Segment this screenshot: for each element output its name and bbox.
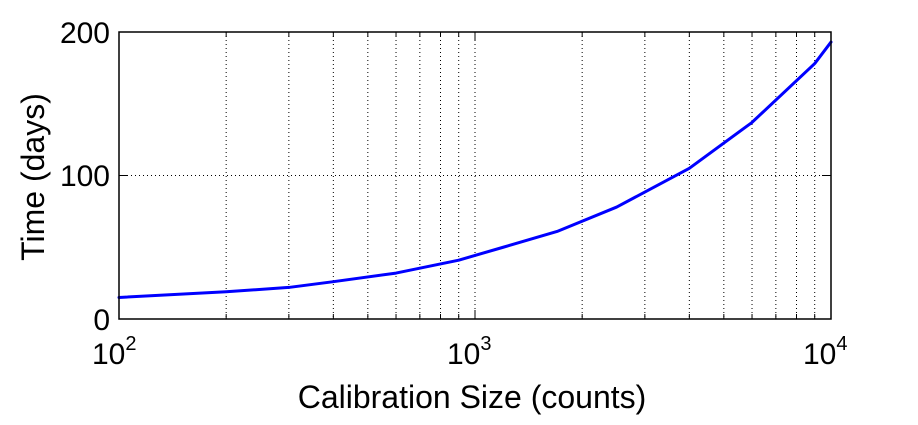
y-tick-label-0: 0 [93, 304, 110, 337]
series-line-0 [117, 40, 833, 299]
y-tick-labels: 0 100 200 [60, 17, 110, 337]
x-axis-title: Calibration Size (counts) [298, 379, 647, 415]
series-layer [117, 40, 833, 299]
y-axis-title: Time (days) [15, 93, 51, 261]
x-tick-label-1e3: 103 [447, 333, 492, 371]
x-tick-label-1e4: 104 [803, 333, 848, 371]
x-tick-labels: 102 103 104 [92, 333, 848, 371]
tick-marks [118, 31, 832, 320]
grid-lines [119, 32, 831, 319]
y-tick-label-200: 200 [60, 17, 110, 50]
x-tick-label-1e2: 102 [92, 333, 137, 371]
y-tick-label-100: 100 [60, 160, 110, 193]
